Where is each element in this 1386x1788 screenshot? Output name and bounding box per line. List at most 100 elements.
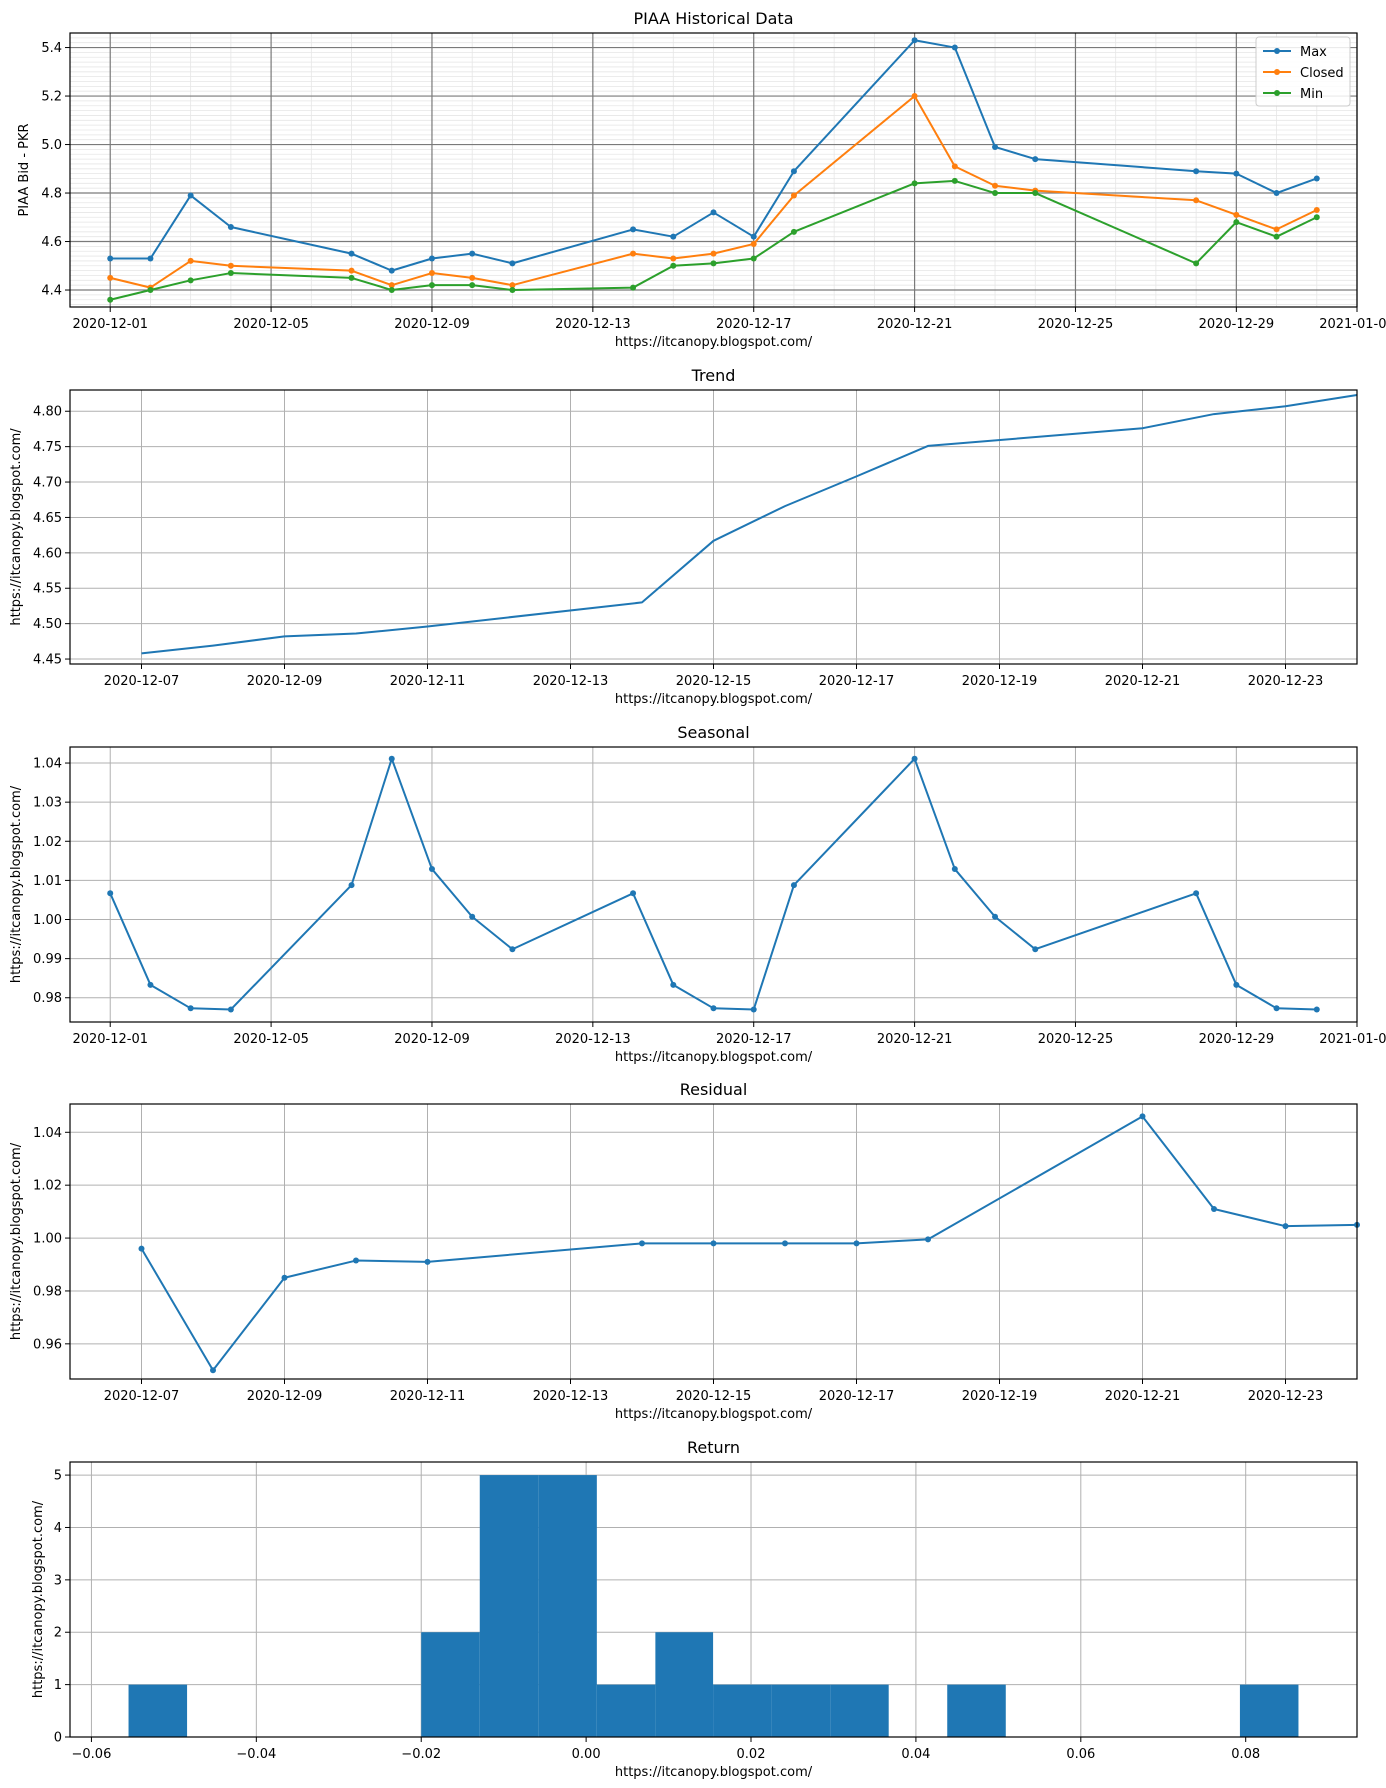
data-point	[107, 296, 114, 303]
data-point	[951, 177, 958, 184]
data-point	[227, 1006, 234, 1013]
histogram-bar	[538, 1475, 597, 1737]
x-tick-label: 2020-12-13	[533, 674, 609, 689]
x-tick-label: 2020-12-25	[1038, 317, 1114, 332]
data-point	[1139, 1113, 1146, 1120]
data-point	[147, 981, 154, 988]
data-point	[424, 1258, 431, 1265]
histogram-bar	[771, 1684, 831, 1737]
data-point	[992, 913, 999, 920]
data-point	[1282, 1223, 1289, 1230]
data-point	[348, 250, 355, 257]
series-max	[107, 37, 1320, 274]
chart-2: 2020-12-01 2020-12-05 2020-12-09 2020-12-13…	[9, 723, 1386, 1065]
y-tick-label: 4.65	[33, 511, 62, 526]
y-tick-label: 0	[54, 1731, 62, 1746]
x-tick-label: 0.02	[737, 1747, 766, 1762]
x-tick-label: 2020-12-19	[962, 674, 1038, 689]
data-point	[1193, 260, 1200, 267]
series-0	[107, 755, 1320, 1013]
data-point	[630, 226, 637, 233]
histogram-bar	[947, 1684, 1006, 1737]
data-point	[951, 44, 958, 51]
x-tick-label: 2020-12-11	[390, 1389, 466, 1404]
axes-frame	[69, 32, 1358, 308]
data-point	[710, 260, 717, 267]
x-tick-label: 2020-12-29	[1199, 1032, 1275, 1047]
x-tick-label: 2020-12-13	[555, 317, 631, 332]
data-point	[750, 240, 757, 247]
x-tick-label: 2020-12-17	[819, 674, 895, 689]
y-axis-label: PIAA Bid - PKR	[17, 123, 32, 216]
data-point	[227, 223, 234, 230]
data-point	[750, 233, 757, 240]
y-tick-label: 0.99	[33, 952, 62, 967]
data-point	[388, 282, 395, 289]
x-tick-label: 2020-12-21	[1105, 674, 1181, 689]
data-point	[1233, 170, 1240, 177]
data-point	[710, 1240, 717, 1247]
data-point	[790, 228, 797, 235]
data-point	[348, 267, 355, 274]
data-point	[147, 255, 154, 262]
histogram-bar	[421, 1632, 480, 1737]
axes-frame	[69, 1461, 1358, 1738]
x-tick-label: 0.08	[1231, 1747, 1260, 1762]
legend: Max Closed Min	[1255, 36, 1351, 107]
data-point	[1233, 219, 1240, 226]
data-point	[1313, 1006, 1320, 1013]
x-tick-label: −0.06	[72, 1747, 112, 1762]
series-line	[109, 757, 1317, 1011]
x-tick-label: 2020-12-09	[394, 317, 470, 332]
data-point	[107, 890, 114, 897]
x-tick-label: 2020-12-17	[819, 1389, 895, 1404]
data-point	[670, 255, 677, 262]
data-point	[187, 192, 194, 199]
y-tick-label: 1.00	[33, 1232, 62, 1247]
data-point	[1233, 211, 1240, 218]
data-point	[428, 270, 435, 277]
x-tick-label: 2020-12-21	[877, 1032, 953, 1047]
y-tick-label: 4.45	[33, 653, 62, 668]
x-tick-label: 2020-12-01	[72, 1032, 148, 1047]
data-point	[469, 913, 476, 920]
data-point	[853, 1240, 860, 1247]
data-point	[187, 257, 194, 264]
chart-title: Trend	[691, 366, 736, 385]
y-tick-label: 0.98	[33, 991, 62, 1006]
y-tick-label: 1.03	[33, 796, 62, 811]
data-point	[469, 274, 476, 281]
y-axis-label: https://itcanopy.blogspot.com/	[9, 785, 24, 983]
histogram-bar	[655, 1632, 714, 1737]
data-point	[1193, 168, 1200, 175]
data-point	[388, 267, 395, 274]
x-tick-label: 0.04	[901, 1747, 930, 1762]
data-point	[107, 274, 114, 281]
y-tick-label: 4.60	[33, 546, 62, 561]
x-tick-label: 2020-12-05	[233, 317, 309, 332]
legend-label: Closed	[1300, 66, 1344, 81]
legend-marker	[1274, 69, 1280, 75]
chart-title: Seasonal	[677, 723, 749, 742]
data-point	[138, 1245, 145, 1252]
data-point	[951, 163, 958, 170]
data-point	[1233, 981, 1240, 988]
data-point	[388, 755, 395, 762]
chart-title: PIAA Historical Data	[633, 9, 793, 28]
series-line	[140, 1115, 1358, 1372]
data-point	[1193, 890, 1200, 897]
data-point	[1273, 190, 1280, 197]
y-tick-label: 4.50	[33, 617, 62, 632]
x-tick-label: 2020-12-17	[716, 317, 792, 332]
data-point	[348, 274, 355, 281]
y-axis-label: https://itcanopy.blogspot.com/	[31, 1500, 46, 1698]
histogram-bar	[479, 1475, 539, 1737]
x-tick-label: 2021-01-01	[1319, 317, 1386, 332]
data-point	[1313, 214, 1320, 221]
histogram-bar	[1239, 1684, 1299, 1737]
data-point	[992, 182, 999, 189]
y-tick-label: 4.75	[33, 440, 62, 455]
y-tick-label: 1	[54, 1678, 62, 1693]
chart-0: 2020-12-01 2020-12-05 2020-12-09 2020-12-13…	[17, 9, 1386, 350]
x-tick-label: 2020-12-09	[394, 1032, 470, 1047]
